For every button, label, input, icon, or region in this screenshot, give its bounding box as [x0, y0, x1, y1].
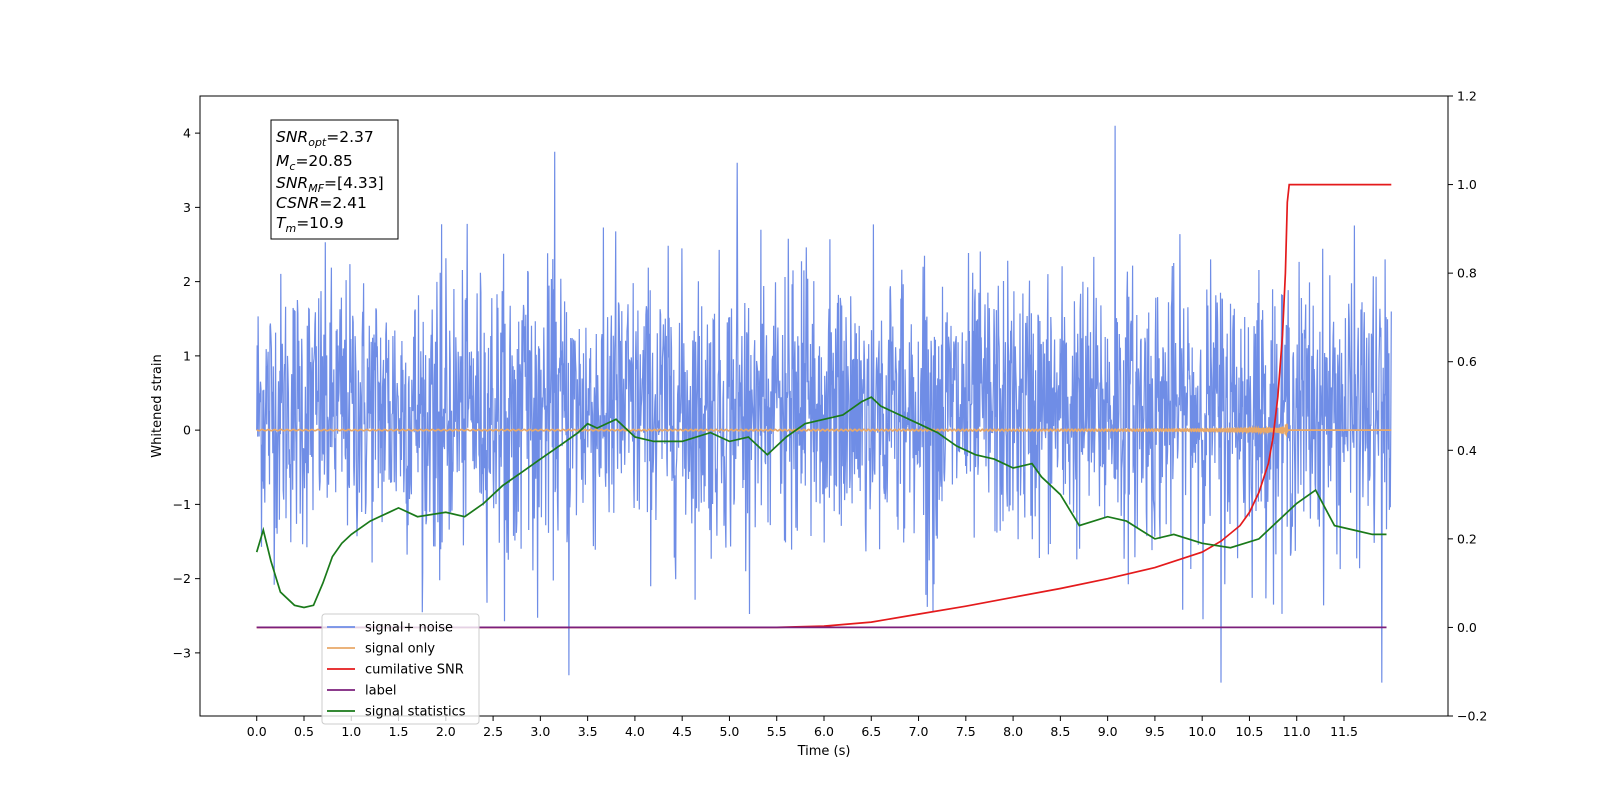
- y-axis-label-left: Whitened strain: [150, 354, 165, 457]
- x-tick-label: 11.5: [1330, 724, 1358, 739]
- x-tick-label: 6.5: [861, 724, 881, 739]
- annotation-line: Mc=20.85: [276, 152, 353, 173]
- y-tick-label-right: 0.0: [1457, 620, 1477, 635]
- x-axis-label: Time (s): [797, 744, 851, 759]
- y-tick-label-right: 0.6: [1457, 354, 1477, 369]
- x-tick-label: 7.0: [909, 724, 929, 739]
- axes: 0.0 0.5 1.0 1.5 2.0 2.5 3.0 3.5 4.0 4.5 5.0 5.5 6.0 6…: [173, 89, 1488, 740]
- x-tick-label: 6.0: [814, 724, 834, 739]
- x-tick-label: 1.0: [341, 724, 361, 739]
- x-tick-label: 5.0: [720, 724, 740, 739]
- x-tick-label: 9.5: [1145, 724, 1165, 739]
- x-tick-label: 10.5: [1236, 724, 1264, 739]
- y-tick-label-right: 0.2: [1457, 531, 1477, 546]
- y-tick-label-right: −0.2: [1457, 709, 1487, 724]
- x-tick-label: 7.5: [956, 724, 976, 739]
- series-signal-only-line: [256, 423, 1392, 438]
- y-tick-label-left: −1: [173, 497, 191, 512]
- x-tick-label: 2.0: [436, 724, 456, 739]
- annotation-line: CSNR=2.41: [276, 194, 367, 212]
- annotation-box-frame: [270, 119, 399, 240]
- y-tick-label-left: 4: [183, 126, 191, 141]
- plot-area: [255, 125, 1392, 683]
- x-tick-label: 2.5: [483, 724, 503, 739]
- series-cumilative-snr-line: [256, 183, 1392, 629]
- annotation-line: SNRMF=[4.33]: [276, 174, 384, 195]
- annotation-box: SNRopt=2.37 Mc=20.85SNRMF=[4.33]CSNR=2.41…: [270, 119, 399, 240]
- x-tick-label: 11.0: [1283, 724, 1311, 739]
- y-tick-label-right: 0.4: [1457, 443, 1477, 458]
- x-tick-label: 10.0: [1188, 724, 1216, 739]
- y-tick-label-left: 2: [183, 274, 191, 289]
- legend-entry-signal-noise: signal+ noise: [365, 621, 453, 636]
- y-tick-label-left: 3: [183, 200, 191, 215]
- y-tick-label-right: 1.2: [1457, 89, 1477, 104]
- y-tick-label-right: 0.8: [1457, 266, 1477, 281]
- y-tick-label-left: 0: [183, 423, 191, 438]
- x-tick-label: 8.0: [1003, 724, 1023, 739]
- x-tick-label: 9.0: [1098, 724, 1118, 739]
- series-signal-statistics-line: [255, 396, 1387, 609]
- x-tick-label: 4.5: [672, 724, 692, 739]
- legend: signal+ noise signal only cumilative SNR la…: [321, 613, 480, 725]
- x-tick-label: 4.0: [625, 724, 645, 739]
- y-tick-label-right: 1.0: [1457, 177, 1477, 192]
- legend-entry-label: label: [365, 684, 396, 699]
- series-signal-noise-line: [256, 125, 1392, 683]
- x-tick-label: 8.5: [1050, 724, 1070, 739]
- legend-frame: [321, 613, 480, 725]
- y-tick-label-left: −3: [173, 645, 191, 660]
- x-tick-label: 0.5: [294, 724, 314, 739]
- y-tick-label-left: 1: [183, 348, 191, 363]
- legend-entry-cumilative-snr: cumilative SNR: [365, 663, 464, 678]
- x-tick-label: 1.5: [389, 724, 409, 739]
- x-tick-label: 0.0: [247, 724, 267, 739]
- y-tick-label-left: −2: [173, 571, 191, 586]
- x-tick-label: 5.5: [767, 724, 787, 739]
- annotation-line: Tm=10.9: [276, 214, 344, 235]
- x-tick-label: 3.5: [578, 724, 598, 739]
- legend-entry-signal-only: signal only: [365, 642, 435, 657]
- annotation-line: SNRopt=2.37: [276, 128, 374, 149]
- legend-entry-signal-statistics: signal statistics: [365, 705, 466, 720]
- x-tick-label: 3.0: [530, 724, 550, 739]
